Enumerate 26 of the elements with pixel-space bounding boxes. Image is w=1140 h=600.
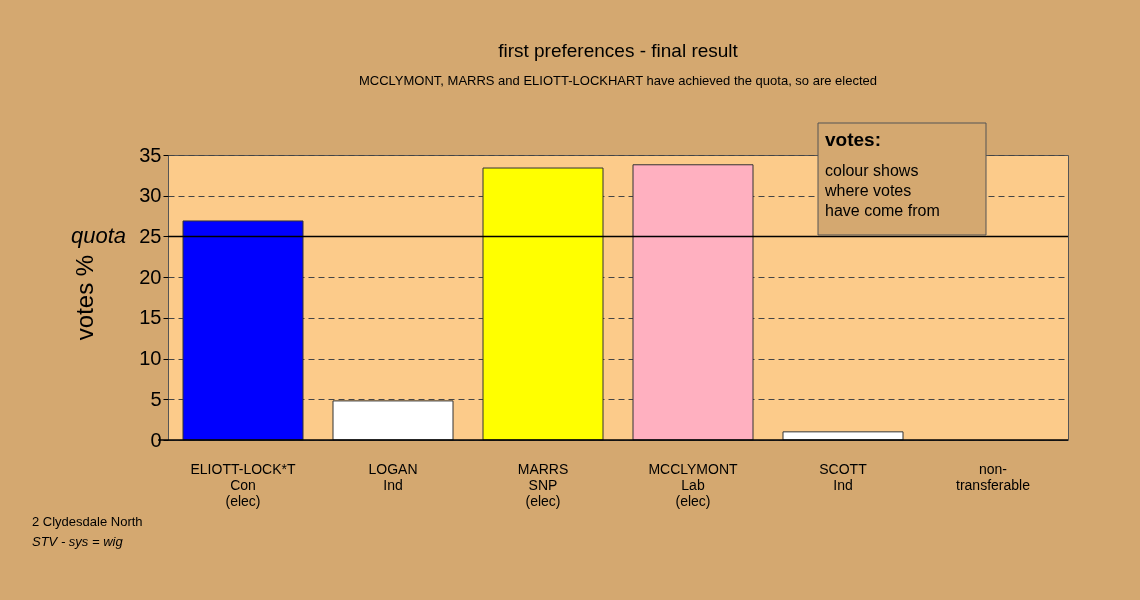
y-tick-label: 20 bbox=[139, 265, 162, 288]
ref-line-label: quota bbox=[70, 223, 126, 249]
y-tick-label: 5 bbox=[150, 387, 162, 410]
chart-title: first preferences - final result bbox=[498, 39, 739, 61]
bar bbox=[632, 164, 754, 441]
y-axis-title: votes % bbox=[71, 254, 98, 341]
bar bbox=[182, 220, 304, 441]
x-tick-label: ELIOTT-LOCK*T Con (elec) bbox=[190, 460, 296, 509]
text: STV - sys = wig bbox=[32, 534, 124, 549]
bar bbox=[482, 167, 604, 441]
x-tick-label: non- transferable bbox=[956, 460, 1031, 493]
text: 2 Clydesdale North bbox=[32, 514, 143, 529]
y-tick-label: 15 bbox=[139, 306, 162, 329]
y-tick-label: 30 bbox=[139, 184, 162, 207]
x-tick-label: MARRS SNP (elec) bbox=[517, 460, 569, 509]
x-tick-label: MCCLYMONT Lab (elec) bbox=[648, 460, 739, 509]
x-tick-label: LOGAN Ind bbox=[368, 460, 418, 493]
annotation: colour shows where votes have come from bbox=[824, 162, 940, 219]
chart-subtitle: MCCLYMONT, MARRS and ELIOTT-LOCKHART have achieved the quota, so are elected bbox=[358, 72, 878, 88]
y-tick-label: 10 bbox=[139, 347, 162, 370]
y-tick-label: 25 bbox=[139, 224, 162, 247]
x-tick-label: SCOTT Ind bbox=[819, 460, 868, 493]
text: votes: bbox=[825, 129, 881, 150]
bar bbox=[332, 400, 454, 441]
y-tick-label: 0 bbox=[150, 428, 162, 451]
y-tick-label: 35 bbox=[139, 143, 162, 166]
